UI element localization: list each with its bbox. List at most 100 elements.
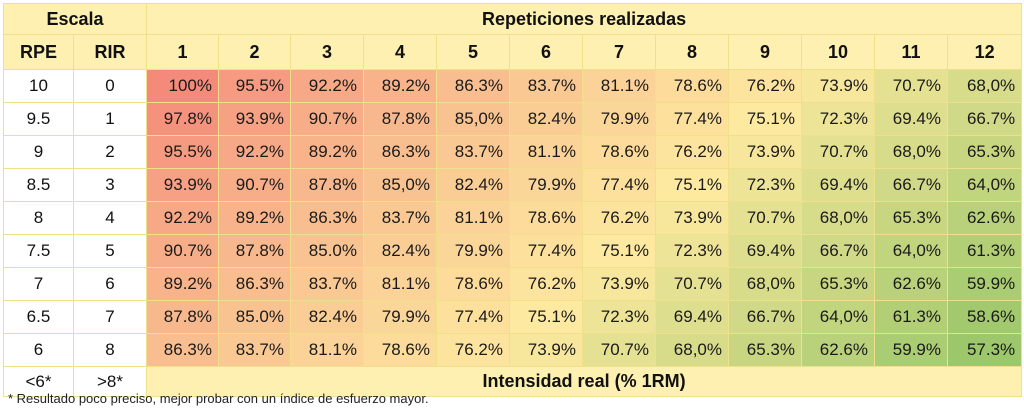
intensity-cell: 65.3% — [946, 135, 1023, 169]
rep-column-header: 4 — [363, 34, 437, 70]
rep-column-header: 6 — [509, 34, 583, 70]
intensity-cell: 92.2% — [218, 135, 291, 169]
intensity-cell: 90.7% — [290, 102, 364, 136]
intensity-cell: 73.9% — [509, 333, 583, 367]
rpe-value: 9.5 — [3, 102, 74, 136]
table-row: 6 8 86.3% 83.7% 81.1% 78.6% 76.2% 73.9% 70.7% 68,… — [3, 333, 1023, 367]
intensity-cell: 68,0% — [946, 69, 1023, 103]
table-body: 10 0 100% 95.5% 92.2% 89.2% 86.3% 83.7% 81.1% 78.… — [3, 69, 1023, 367]
intensity-cell: 76.2% — [728, 69, 802, 103]
intensity-cell: 65.3% — [801, 267, 875, 301]
intensity-cell: 77.4% — [436, 300, 510, 334]
intensity-cell: 95.5% — [218, 69, 291, 103]
intensity-cell: 76.2% — [509, 267, 583, 301]
table-row: 9.5 1 97.8% 93.9% 90.7% 87.8% 85,0% 82.4% 79.9% 7… — [3, 102, 1023, 136]
intensity-cell: 78.6% — [509, 201, 583, 235]
intensity-cell: 59.9% — [874, 333, 948, 367]
intensity-cell: 70.7% — [728, 201, 802, 235]
intensity-cell: 72.3% — [655, 234, 729, 268]
intensity-cell: 75.1% — [728, 102, 802, 136]
intensity-cell: 85,0% — [436, 102, 510, 136]
intensity-cell: 89.2% — [363, 69, 437, 103]
intensity-cell: 86.3% — [146, 333, 219, 367]
intensity-cell: 69.4% — [655, 300, 729, 334]
intensity-cell: 86.3% — [436, 69, 510, 103]
rpe-column-header: RPE — [3, 34, 74, 70]
scale-header: Escala — [3, 3, 147, 35]
intensity-cell: 86.3% — [290, 201, 364, 235]
intensity-cell: 73.9% — [582, 267, 656, 301]
intensity-cell: 61.3% — [946, 234, 1023, 268]
intensity-cell: 68,0% — [801, 201, 875, 235]
intensity-cell: 87.8% — [146, 300, 219, 334]
intensity-cell: 93.9% — [218, 102, 291, 136]
intensity-cell: 62.6% — [801, 333, 875, 367]
intensity-cell: 86.3% — [363, 135, 437, 169]
intensity-cell: 83.7% — [363, 201, 437, 235]
intensity-cell: 69.4% — [728, 234, 802, 268]
table-row: 10 0 100% 95.5% 92.2% 89.2% 86.3% 83.7% 81.1% 78.… — [3, 69, 1023, 103]
intensity-cell: 89.2% — [290, 135, 364, 169]
rep-column-header: 2 — [218, 34, 291, 70]
intensity-cell: 70.7% — [801, 135, 875, 169]
footnote: * Resultado poco preciso, mejor probar c… — [8, 391, 429, 406]
rpe-value: 7.5 — [3, 234, 74, 268]
intensity-cell: 81.1% — [290, 333, 364, 367]
intensity-cell: 83.7% — [509, 69, 583, 103]
rep-column-header: 9 — [728, 34, 802, 70]
intensity-cell: 64,0% — [874, 234, 948, 268]
intensity-cell: 62.6% — [946, 201, 1023, 235]
rep-column-header: 1 — [146, 34, 219, 70]
intensity-cell: 78.6% — [655, 69, 729, 103]
rpe-value: 8 — [3, 201, 74, 235]
rpe-value: 7 — [3, 267, 74, 301]
intensity-cell: 64,0% — [801, 300, 875, 334]
intensity-cell: 83.7% — [290, 267, 364, 301]
intensity-cell: 81.1% — [509, 135, 583, 169]
intensity-cell: 62.6% — [874, 267, 948, 301]
intensity-cell: 100% — [146, 69, 219, 103]
rep-column-header: 12 — [946, 34, 1023, 70]
intensity-cell: 89.2% — [146, 267, 219, 301]
rir-value: 0 — [73, 69, 147, 103]
intensity-cell: 79.9% — [436, 234, 510, 268]
intensity-cell: 68,0% — [728, 267, 802, 301]
intensity-cell: 66.7% — [728, 300, 802, 334]
reps-header: Repeticiones realizadas — [145, 3, 1023, 35]
intensity-cell: 87.8% — [290, 168, 364, 202]
intensity-cell: 82.4% — [436, 168, 510, 202]
intensity-cell: 82.4% — [509, 102, 583, 136]
intensity-cell: 81.1% — [436, 201, 510, 235]
intensity-cell: 85,0% — [363, 168, 437, 202]
table-row: 6.5 7 87.8% 85.0% 82.4% 79.9% 77.4% 75.1% 72.3% 6… — [3, 300, 1023, 334]
rir-value: 6 — [73, 267, 147, 301]
intensity-cell: 65.3% — [728, 333, 802, 367]
intensity-cell: 64,0% — [946, 168, 1023, 202]
intensity-cell: 73.9% — [728, 135, 802, 169]
intensity-cell: 75.1% — [655, 168, 729, 202]
intensity-cell: 89.2% — [218, 201, 291, 235]
intensity-cell: 85.0% — [290, 234, 364, 268]
intensity-cell: 72.3% — [582, 300, 656, 334]
intensity-cell: 78.6% — [582, 135, 656, 169]
intensity-cell: 90.7% — [218, 168, 291, 202]
intensity-cell: 92.2% — [290, 69, 364, 103]
table-row: 9 2 95.5% 92.2% 89.2% 86.3% 83.7% 81.1% 78.6% 76.… — [3, 135, 1023, 169]
intensity-cell: 95.5% — [146, 135, 219, 169]
intensity-cell: 77.4% — [655, 102, 729, 136]
rep-column-header: 11 — [874, 34, 948, 70]
intensity-cell: 78.6% — [436, 267, 510, 301]
intensity-cell: 72.3% — [801, 102, 875, 136]
intensity-cell: 73.9% — [801, 69, 875, 103]
intensity-cell: 97.8% — [146, 102, 219, 136]
rir-value: 8 — [73, 333, 147, 367]
rir-value: 4 — [73, 201, 147, 235]
intensity-cell: 90.7% — [146, 234, 219, 268]
rep-column-header: 7 — [582, 34, 656, 70]
intensity-cell: 82.4% — [363, 234, 437, 268]
intensity-cell: 66.7% — [801, 234, 875, 268]
rpe-value: 6.5 — [3, 300, 74, 334]
intensity-cell: 58.6% — [946, 300, 1023, 334]
intensity-cell: 81.1% — [363, 267, 437, 301]
intensity-cell: 83.7% — [436, 135, 510, 169]
